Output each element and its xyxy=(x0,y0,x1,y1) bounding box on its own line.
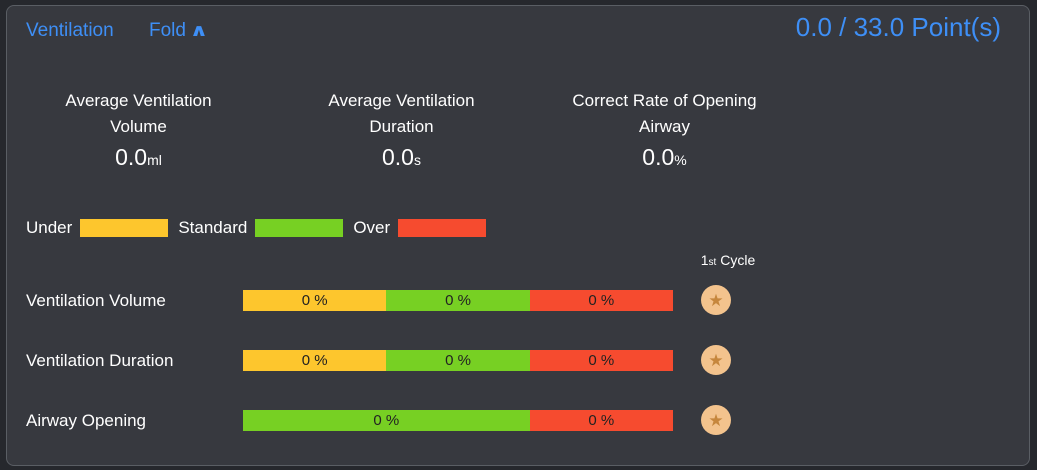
summary-stats: Average Ventilation Volume 0.0ml Average… xyxy=(7,88,796,175)
stat-label-line1: Average Ventilation xyxy=(65,91,212,110)
star-icon: ★ xyxy=(708,350,724,370)
legend-swatch-over xyxy=(398,219,487,237)
row-label: Airway Opening xyxy=(26,411,147,430)
fold-label: Fold xyxy=(149,20,186,41)
cycle-score-badge: ★ xyxy=(701,405,731,435)
stat-label-line2: Volume xyxy=(110,117,167,136)
stacked-bar: 0 % 0 % 0 % xyxy=(243,350,673,371)
legend-swatch-standard xyxy=(255,219,344,237)
legend-swatch-under xyxy=(80,219,169,237)
bar-segment-standard: 0 % xyxy=(386,350,530,371)
row-label: Ventilation Volume xyxy=(26,291,166,310)
metric-row-airway-opening: Airway Opening 0 % 0 % ★ xyxy=(7,405,1029,435)
stat-correct-rate-opening-airway: Correct Rate of Opening Airway 0.0% xyxy=(533,88,796,175)
stat-label-line1: Average Ventilation xyxy=(328,91,475,110)
stat-value: 0.0s xyxy=(270,142,533,175)
chevron-up-icon: ∧ xyxy=(189,21,209,40)
bar-segment-under: 0 % xyxy=(243,290,387,311)
bar-segment-over: 0 % xyxy=(529,350,673,371)
legend-label-standard: Standard xyxy=(178,218,248,237)
legend-label-over: Over xyxy=(353,218,391,237)
star-icon: ★ xyxy=(708,290,724,310)
cycle-score-badge: ★ xyxy=(701,285,731,315)
ventilation-panel: Ventilation Fold ∧ 0.0 / 33.0 Point(s) A… xyxy=(6,5,1030,466)
cycle-column-header: 1st Cycle xyxy=(683,252,773,268)
stacked-bar: 0 % 0 % 0 % xyxy=(243,290,673,311)
stat-label-line2: Airway xyxy=(638,117,690,136)
panel-title: Ventilation xyxy=(26,20,114,41)
stat-average-ventilation-duration: Average Ventilation Duration 0.0s xyxy=(270,88,533,175)
stat-label-line2: Duration xyxy=(369,117,434,136)
cycle-ordinal-suffix: st xyxy=(708,257,717,268)
stat-number: 0.0 xyxy=(642,144,675,170)
legend-label-under: Under xyxy=(26,218,73,237)
stat-unit: % xyxy=(674,152,687,168)
metric-row-ventilation-volume: Ventilation Volume 0 % 0 % 0 % ★ xyxy=(7,285,1029,315)
cycle-score-badge: ★ xyxy=(701,345,731,375)
score-text: 0.0 / 33.0 Point(s) xyxy=(795,12,1001,42)
row-label: Ventilation Duration xyxy=(26,351,174,370)
bar-segment-under: 0 % xyxy=(243,350,387,371)
stat-unit: s xyxy=(413,152,421,168)
stat-unit: ml xyxy=(147,152,162,168)
stat-number: 0.0 xyxy=(115,144,148,170)
star-icon: ★ xyxy=(708,410,724,430)
fold-toggle[interactable]: Fold ∧ xyxy=(149,20,209,42)
stat-value: 0.0ml xyxy=(7,142,270,175)
cycle-word: Cycle xyxy=(720,252,756,268)
bar-segment-standard: 0 % xyxy=(386,290,530,311)
stacked-bar: 0 % 0 % xyxy=(243,410,673,431)
bar-segment-over: 0 % xyxy=(529,290,673,311)
bar-segment-standard: 0 % xyxy=(243,410,530,431)
legend: Under Standard Over xyxy=(26,218,496,238)
metric-row-ventilation-duration: Ventilation Duration 0 % 0 % 0 % ★ xyxy=(7,345,1029,375)
cycle-ordinal: 1 xyxy=(700,252,709,268)
stat-number: 0.0 xyxy=(382,144,414,170)
bar-segment-over: 0 % xyxy=(529,410,673,431)
stat-average-ventilation-volume: Average Ventilation Volume 0.0ml xyxy=(7,88,270,175)
stat-value: 0.0% xyxy=(533,142,796,175)
stat-label-line1: Correct Rate of Opening xyxy=(572,91,757,110)
